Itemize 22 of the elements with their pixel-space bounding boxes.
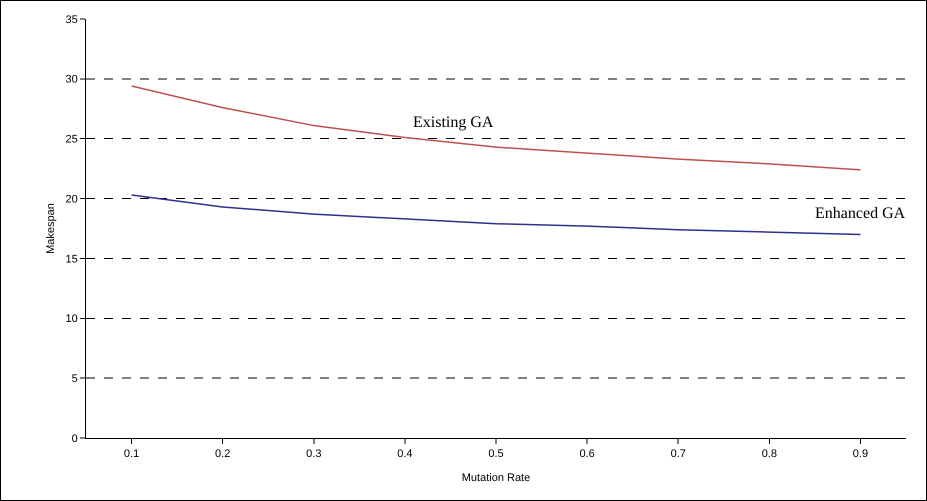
x-tick-label: 0.7 [670, 448, 686, 460]
x-tick-label: 0.2 [215, 448, 230, 460]
y-axis-title: Makespan [45, 203, 57, 254]
y-tick-label: 35 [66, 14, 78, 26]
series-label: Enhanced GA [815, 205, 906, 222]
x-tick-label: 0.4 [397, 448, 413, 460]
series-label: Existing GA [413, 114, 494, 131]
y-tick-label: 15 [66, 253, 78, 266]
x-axis-title: Mutation Rate [462, 472, 530, 484]
line-series [130, 85, 862, 171]
x-tick-label: 0.9 [852, 448, 868, 460]
y-tick-label: 20 [66, 193, 78, 206]
y-tick-label: 5 [72, 372, 78, 385]
x-tick-label: 0.3 [306, 448, 322, 460]
y-tick-label: 25 [66, 134, 78, 146]
y-tick-label: 0 [72, 432, 78, 445]
x-tick-label: 0.5 [488, 448, 504, 460]
y-tick-label: 10 [66, 313, 78, 326]
x-tick-label: 0.1 [124, 448, 140, 460]
x-tick-label: 0.6 [579, 448, 595, 460]
x-tick-label: 0.8 [762, 448, 777, 460]
y-tick-label: 30 [66, 74, 78, 86]
